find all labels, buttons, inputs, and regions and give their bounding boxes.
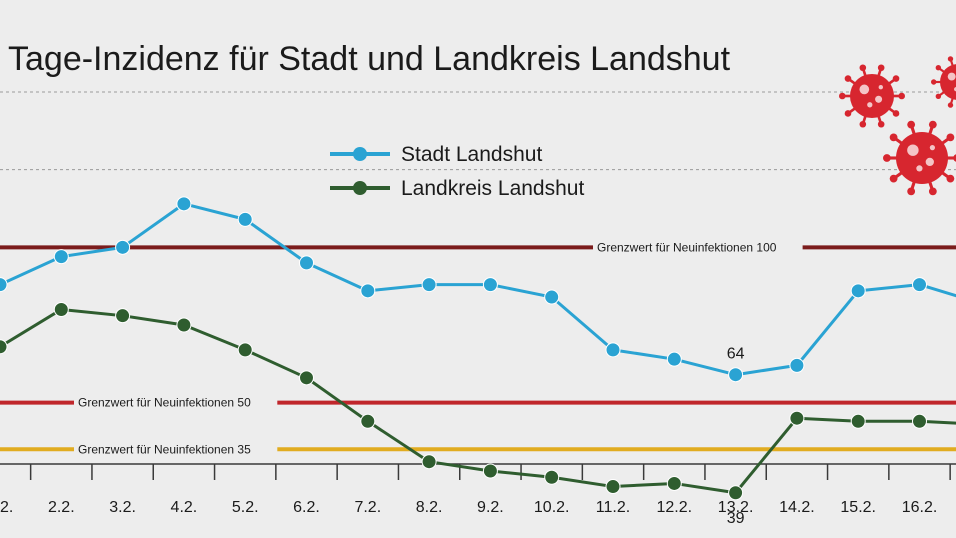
legend-item-stadt: Stadt Landshut [330, 143, 542, 166]
reference-label: Grenzwert für Neuinfektionen 100 [597, 240, 777, 254]
data-point [728, 367, 744, 383]
legend-label-stadt: Stadt Landshut [401, 143, 542, 166]
data-point [53, 249, 69, 265]
data-point [666, 351, 682, 367]
data-point [789, 410, 805, 426]
data-point [605, 479, 621, 495]
reference-label-bg [74, 440, 278, 459]
reference-label: Grenzwert für Neuinfektionen 50 [78, 396, 251, 410]
reference-label: Grenzwert für Neuinfektionen 35 [78, 442, 251, 456]
data-point [360, 283, 376, 299]
data-point [115, 239, 131, 255]
data-point [482, 277, 498, 293]
data-point [850, 413, 866, 429]
legend: Stadt Landshut Landkreis Landshut [330, 143, 584, 200]
x-tick-label: 8.2. [416, 499, 443, 516]
x-tick-label: 1.2. [0, 499, 13, 516]
data-point [53, 301, 69, 317]
virus-icon [839, 64, 905, 128]
data-point [544, 469, 560, 485]
legend-item-landkreis: Landkreis Landshut [330, 177, 584, 200]
data-point [176, 317, 192, 333]
series-line [0, 202, 956, 377]
legend-label-landkreis: Landkreis Landshut [401, 177, 584, 200]
data-point [728, 485, 744, 501]
data-label: 64 [727, 346, 745, 363]
data-point [299, 370, 314, 386]
data-point [912, 413, 927, 429]
x-tick-label: 7.2. [354, 499, 381, 516]
x-tick-label: 2.2. [48, 499, 75, 516]
x-tick-label: 6.2. [293, 499, 320, 516]
data-point [850, 283, 866, 299]
x-tick-label: 11.2. [596, 499, 630, 516]
x-tick-label: 3.2. [109, 499, 136, 516]
data-point [544, 289, 560, 305]
x-tick-label: 5.2. [232, 499, 259, 516]
data-point [299, 255, 314, 271]
virus-icon [883, 120, 956, 196]
virus-icon [931, 56, 956, 108]
reference-label-bg [593, 238, 803, 257]
data-point [0, 277, 8, 293]
data-point [115, 308, 131, 324]
data-point [605, 342, 621, 358]
x-tick-label: 9.2. [477, 499, 504, 516]
data-point [482, 463, 498, 479]
data-point [666, 475, 682, 491]
chart-title: Tage-Inzidenz für Stadt und Landkreis La… [8, 40, 731, 78]
data-point [0, 339, 8, 355]
data-point [237, 342, 253, 358]
reference-label-bg [74, 393, 278, 412]
x-tick-label: 10.2. [534, 499, 570, 516]
data-label: 39 [727, 510, 745, 527]
data-point [237, 211, 253, 227]
data-point [360, 413, 376, 429]
x-tick-label: 15.2. [840, 499, 876, 516]
data-point [421, 454, 437, 470]
data-point [912, 277, 927, 293]
legend-marker-landkreis [353, 181, 367, 195]
data-point [789, 357, 805, 373]
x-tick-label: 14.2. [779, 499, 815, 516]
x-tick-label: 13.2. [718, 499, 754, 516]
x-tick-label: 4.2. [171, 499, 198, 516]
legend-marker-stadt [353, 147, 367, 161]
x-tick-label: 12.2. [657, 499, 693, 516]
data-point [421, 277, 437, 293]
x-tick-label: 16.2. [902, 499, 938, 516]
data-point [176, 196, 192, 212]
